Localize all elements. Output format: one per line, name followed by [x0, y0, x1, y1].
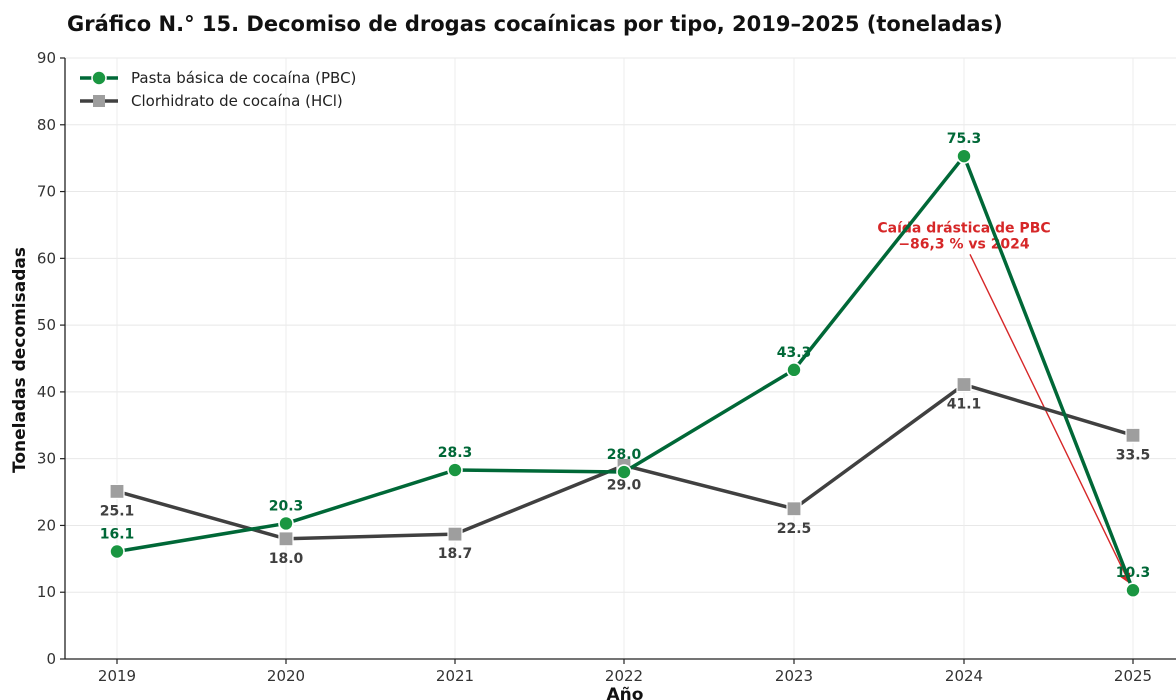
data-point-pbc [956, 148, 972, 164]
axes: 0 10 20 30 40 50 60 70 80 90 2019 2020 2021 2022 2023 2… [37, 49, 1176, 685]
x-tick-label: 2020 [267, 667, 305, 685]
data-label: 16.1 [100, 526, 135, 542]
annotation-text: Caída drástica de PBC [877, 220, 1050, 236]
legend-label: Pasta básica de cocaína (PBC) [131, 69, 356, 87]
data-point-hcl [278, 531, 294, 547]
data-point-pbc [278, 515, 294, 532]
y-tick-label: 70 [37, 183, 56, 201]
annotation-group: Caída drástica de PBC−86,3 % vs 2024 [877, 220, 1131, 584]
data-point-hcl [1125, 427, 1141, 443]
y-axis-label: Toneladas decomisadas [10, 247, 30, 473]
data-label: 25.1 [100, 503, 135, 519]
data-label: 20.3 [269, 498, 304, 514]
y-tick-label: 40 [37, 383, 56, 401]
series-group: 25.1 18.0 18.7 29.0 22.5 41.1 33.5 16.1 20.3 28.3… [100, 131, 1151, 599]
annotation-text: −86,3 % vs 2024 [898, 236, 1030, 252]
data-point-hcl [786, 501, 802, 517]
y-tick-label: 60 [37, 249, 56, 267]
data-label: 75.3 [947, 131, 982, 147]
y-tick-label: 90 [37, 49, 56, 67]
y-tick-label: 20 [37, 516, 56, 534]
data-label: 18.7 [438, 546, 473, 562]
chart-title: Gráfico N.° 15. Decomiso de drogas cocaí… [67, 12, 1003, 36]
y-tick-label: 30 [37, 450, 56, 468]
legend: Pasta básica de cocaína (PBC) Clorhidrato… [80, 69, 356, 110]
data-point-hcl [109, 483, 125, 499]
data-label: 41.1 [947, 397, 982, 413]
legend-label: Clorhidrato de cocaína (HCl) [131, 92, 343, 110]
gridlines [65, 57, 1176, 660]
data-label: 22.5 [777, 521, 812, 537]
y-tick-label: 80 [37, 116, 56, 134]
data-label: 28.3 [438, 445, 473, 461]
y-tick-label: 0 [46, 650, 56, 668]
legend-marker [91, 70, 107, 86]
data-point-hcl [956, 376, 972, 393]
x-tick-label: 2024 [945, 667, 983, 685]
annotation-arrow [969, 254, 1131, 584]
legend-marker [93, 95, 105, 107]
x-tick-label: 2021 [436, 667, 474, 685]
data-point-pbc [1125, 582, 1141, 599]
data-label: 33.5 [1116, 447, 1151, 463]
x-axis-label: Año [607, 685, 644, 700]
x-tick-label: 2025 [1114, 667, 1152, 685]
x-tick-label: 2023 [775, 667, 813, 685]
data-label: 29.0 [607, 477, 642, 493]
data-label: 43.3 [777, 345, 812, 361]
data-label: 18.0 [269, 551, 304, 567]
data-point-pbc [447, 462, 463, 478]
y-tick-label: 50 [37, 316, 56, 334]
x-tick-label: 2022 [605, 667, 643, 685]
data-label: 28.0 [607, 447, 642, 463]
data-point-hcl [447, 526, 463, 542]
data-point-pbc [616, 464, 632, 480]
y-tick-label: 10 [37, 583, 56, 601]
data-point-pbc [109, 543, 125, 560]
data-label: 10.3 [1116, 565, 1151, 581]
x-tick-label: 2019 [98, 667, 136, 685]
data-point-pbc [786, 362, 802, 378]
